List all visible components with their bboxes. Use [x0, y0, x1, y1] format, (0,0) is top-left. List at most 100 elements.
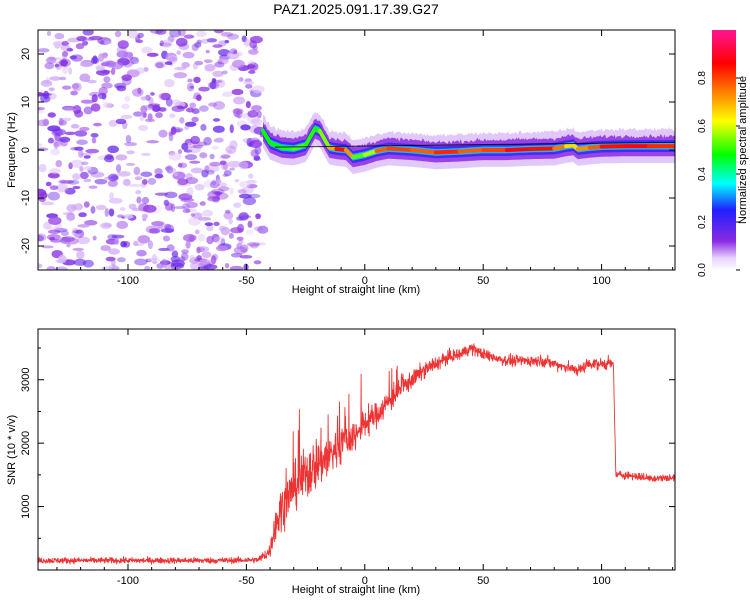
spectrogram-noise-mark: [200, 258, 211, 265]
spectrogram-noise-mark: [158, 129, 168, 138]
spectrogram-noise-mark: [109, 192, 114, 200]
spectrogram-noise-mark: [189, 160, 201, 164]
spectrogram-noise-mark: [197, 233, 206, 242]
spectrogram-noise-mark: [203, 136, 212, 146]
spectrogram-noise-mark: [242, 196, 257, 206]
spectrogram-noise-mark: [83, 106, 93, 115]
spectrogram-noise-mark: [47, 125, 61, 132]
colorbar-tick-label: 0.2: [697, 215, 708, 229]
spectrogram-noise-mark: [196, 39, 202, 45]
spectrogram-noise-mark: [107, 145, 119, 154]
spectrogram-ytick-label: 0: [20, 147, 32, 153]
spectrogram-noise-mark: [73, 258, 87, 266]
snr-xtick-label: 50: [477, 575, 489, 587]
spectrogram-ridge-segment: [552, 144, 569, 151]
spectrogram-noise-mark: [133, 240, 139, 247]
spectrogram-noise-mark: [56, 183, 69, 193]
spectrogram-noise-mark: [204, 222, 214, 227]
spectrogram-noise-mark: [177, 178, 189, 186]
spectrogram-noise-mark: [81, 161, 89, 166]
spectrogram-noise-mark: [182, 233, 197, 242]
spectrogram-noise-mark: [111, 258, 116, 267]
spectrogram-noise-mark: [82, 30, 94, 36]
spectrogram-noise-mark: [136, 196, 142, 204]
spectrogram-noise-mark: [203, 59, 213, 64]
spectrogram-noise-mark: [88, 35, 103, 41]
spectrogram-noise-mark: [108, 208, 115, 217]
spectrogram-noise-mark: [97, 92, 107, 100]
spectrogram-ridge-segment: [504, 147, 533, 152]
spectrogram-noise-mark: [218, 186, 230, 192]
spectrogram-noise-mark: [59, 76, 67, 81]
spectrogram-noise-mark: [206, 38, 218, 43]
spectrogram-noise-mark: [103, 76, 111, 83]
spectrogram-noise-mark: [115, 164, 122, 173]
spectrogram-noise-mark: [236, 236, 244, 241]
spectrogram-noise-mark: [173, 72, 188, 79]
spectrogram-noise-mark: [172, 171, 186, 180]
spectrogram-noise-mark: [189, 262, 201, 270]
spectrogram-noise-mark: [257, 225, 269, 234]
spectrogram-noise-mark: [229, 167, 236, 171]
spectrogram-noise-mark: [247, 193, 261, 199]
spectrogram-noise-mark: [223, 211, 234, 220]
spectrogram-noise-mark: [163, 223, 172, 230]
spectrogram-noise-mark: [184, 154, 198, 161]
spectrogram-noise-mark: [108, 173, 119, 182]
spectrogram-noise-mark: [208, 102, 218, 107]
spectrogram-noise-mark: [140, 105, 148, 114]
spectrogram-noise-mark: [86, 79, 97, 84]
spectrogram-noise-mark: [246, 183, 258, 189]
spectrogram-noise-mark: [108, 264, 119, 270]
spectrogram-noise-mark: [194, 183, 205, 191]
spectrogram-noise-mark: [251, 105, 262, 112]
spectrogram-noise-mark: [41, 201, 54, 206]
spectrogram-noise-mark: [95, 66, 105, 71]
spectrogram-noise-mark: [141, 46, 153, 54]
spectrogram-noise-mark: [250, 149, 259, 158]
spectrogram-noise-mark: [220, 154, 231, 159]
spectrogram-noise-mark: [181, 142, 189, 151]
spectrogram-noise-mark: [68, 162, 73, 170]
spectrogram-noise-mark: [154, 168, 163, 175]
spectrogram-noise-mark: [234, 179, 240, 183]
spectrogram-noise-mark: [143, 67, 149, 72]
spectrogram-noise-mark: [130, 56, 140, 65]
spectrogram-noise-mark: [76, 236, 90, 245]
spectrogram-noise-mark: [247, 242, 261, 247]
spectrogram-noise-mark: [149, 30, 164, 34]
spectrogram-noise-mark: [173, 172, 179, 177]
spectrogram-noise-mark: [220, 226, 231, 236]
spectrogram-noise-mark: [72, 229, 83, 234]
spectrogram-noise-mark: [120, 240, 127, 248]
snr-panel: -100 -50 0 50 100 1000 2000 3000 Height of stra…: [6, 328, 676, 596]
spectrogram-noise-mark: [176, 105, 184, 110]
spectrogram-noise-mark: [211, 188, 225, 195]
spectrogram-noise-mark: [168, 152, 182, 161]
spectrogram-noise-mark: [124, 141, 137, 147]
spectrogram-noise-mark: [80, 99, 95, 104]
spectrogram-noise-mark: [76, 35, 87, 42]
spectrogram-noise-mark: [233, 96, 245, 105]
spectrogram-noise-mark: [185, 172, 193, 180]
spectrogram-noise-mark: [78, 149, 84, 158]
spectrogram-noise-mark: [194, 42, 202, 48]
spectrogram-noise-mark: [229, 140, 238, 150]
spectrogram-noise-mark: [131, 88, 144, 97]
spectrogram-noise-mark: [201, 169, 209, 178]
spectrogram-noise-mark: [178, 162, 183, 168]
spectrogram-noise-mark: [160, 258, 168, 268]
spectrogram-noise-mark: [88, 185, 98, 189]
spectrogram-noise-mark: [141, 196, 150, 204]
colorbar-tick-label: 0.8: [697, 71, 708, 85]
spectrogram-noise-mark: [227, 33, 239, 40]
spectrogram-noise-mark: [207, 169, 215, 175]
spectrogram-noise-mark: [232, 59, 245, 69]
spectrogram-noise-mark: [120, 114, 133, 119]
spectrogram-noise-mark: [134, 176, 143, 181]
spectrogram-noise-mark: [53, 228, 68, 233]
spectrogram-noise-mark: [248, 49, 259, 55]
spectrogram-noise-mark: [187, 145, 202, 154]
spectrogram-noise-mark: [61, 41, 69, 47]
spectrogram-noise-mark: [212, 70, 224, 78]
